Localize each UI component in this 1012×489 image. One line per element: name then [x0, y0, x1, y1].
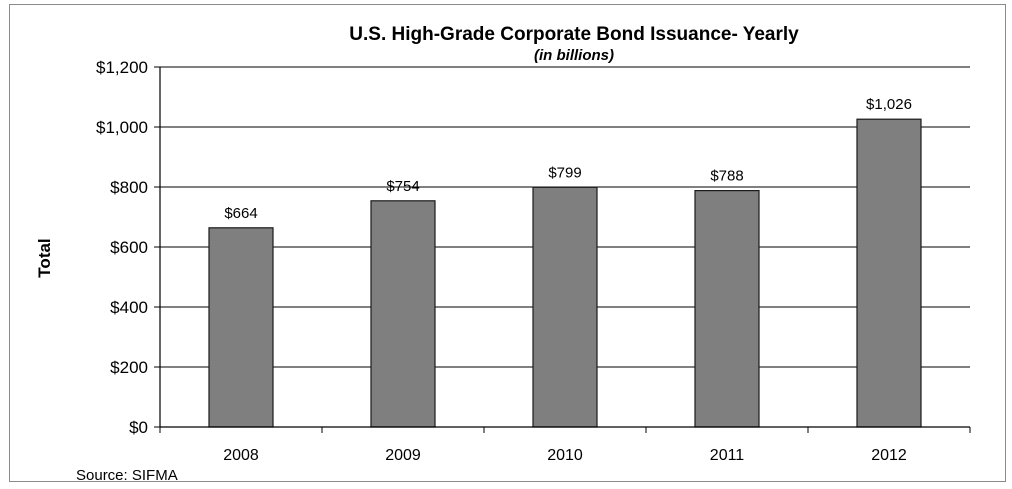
data-label: $799 [548, 164, 581, 181]
x-tick-label: 2008 [223, 447, 259, 464]
bar [370, 200, 436, 428]
y-tick-label: $400 [110, 298, 148, 317]
y-tick-label: $1,200 [96, 58, 148, 77]
y-tick-label: $1,000 [96, 118, 148, 137]
chart-frame [9, 4, 1006, 482]
bar [208, 227, 274, 428]
bars [208, 118, 922, 428]
y-tick-label: $200 [110, 358, 148, 377]
source-note: Source: SIFMA [76, 467, 178, 484]
data-label: $664 [224, 205, 257, 222]
bar [856, 118, 922, 428]
x-tick-label: 2009 [385, 447, 421, 464]
x-tick-label: 2012 [871, 447, 907, 464]
y-tick-label: $800 [110, 178, 148, 197]
gridlines [160, 66, 970, 368]
data-label: $1,026 [866, 96, 912, 113]
x-tick-label: 2010 [547, 447, 583, 464]
bar [694, 190, 760, 428]
labels: $0 $200 $400 $600 $800 $1,000 $1,200 $664 2008 $7… [96, 58, 912, 464]
y-axis-label: Total [35, 238, 54, 277]
data-label: $788 [710, 168, 743, 185]
chart-subtitle: (in billions) [534, 47, 614, 64]
x-tick-label: 2011 [710, 447, 745, 464]
data-label: $754 [386, 178, 419, 195]
y-tick-label: $0 [129, 418, 148, 437]
chart-title: U.S. High-Grade Corporate Bond Issuance-… [349, 24, 799, 45]
y-tick-label: $600 [110, 238, 148, 257]
axes [154, 66, 971, 433]
bar [532, 186, 598, 428]
